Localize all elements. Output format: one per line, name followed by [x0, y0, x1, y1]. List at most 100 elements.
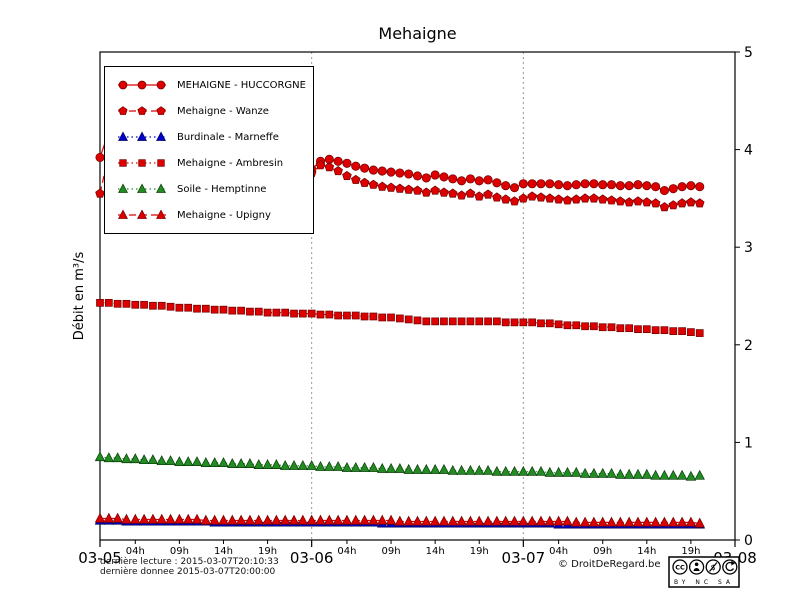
marker — [147, 454, 159, 465]
marker — [686, 181, 696, 191]
marker — [281, 308, 290, 317]
marker — [668, 516, 679, 527]
marker — [272, 308, 281, 317]
marker — [332, 460, 344, 471]
marker — [201, 304, 210, 313]
footer-last-reading: dernière lecture : 2015-03-07T20:10:33 — [100, 557, 279, 567]
marker — [694, 469, 705, 480]
marker — [482, 464, 494, 475]
marker — [474, 515, 485, 526]
marker — [246, 307, 254, 316]
marker — [518, 515, 529, 526]
marker — [571, 516, 582, 527]
marker — [156, 513, 167, 524]
marker — [138, 513, 150, 524]
marker — [562, 181, 572, 191]
marker — [421, 463, 432, 474]
marker — [157, 301, 166, 310]
marker — [350, 174, 361, 184]
attribution-icon — [688, 559, 705, 575]
share-alike-icon — [722, 559, 738, 575]
marker — [368, 514, 379, 525]
marker — [359, 514, 370, 525]
marker — [500, 515, 511, 526]
marker — [306, 460, 317, 470]
marker — [589, 179, 599, 189]
marker — [544, 515, 555, 526]
marker — [350, 461, 361, 472]
marker — [421, 187, 432, 197]
marker — [438, 515, 450, 526]
marker — [263, 308, 272, 317]
marker — [288, 514, 300, 525]
marker — [509, 183, 520, 193]
marker — [606, 180, 617, 190]
marker — [590, 322, 598, 331]
marker — [650, 516, 661, 527]
marker — [324, 162, 335, 172]
marker — [341, 461, 353, 472]
marker — [137, 80, 147, 90]
marker — [118, 183, 128, 193]
marker — [385, 462, 397, 473]
marker — [280, 460, 291, 470]
marker — [360, 163, 370, 173]
marker — [563, 321, 572, 330]
x-minor-label: 09h — [382, 546, 401, 557]
x-major-label: 03-05 — [78, 549, 122, 567]
marker — [122, 299, 131, 308]
marker — [545, 319, 554, 328]
marker — [465, 174, 475, 184]
marker — [597, 467, 608, 478]
legend-label-soile-hemptinne: Soile - Hemptinne — [177, 183, 267, 195]
marker — [395, 183, 405, 193]
marker — [581, 322, 589, 331]
marker — [137, 131, 147, 141]
legend-sample-mehaigne-huccorgne — [118, 80, 166, 90]
non-commercial-slash — [709, 562, 718, 572]
marker — [642, 197, 652, 207]
marker — [571, 180, 581, 190]
marker — [156, 209, 166, 219]
marker — [175, 303, 184, 312]
marker — [589, 193, 599, 203]
marker — [342, 158, 352, 168]
marker — [456, 190, 467, 200]
marker — [332, 514, 344, 525]
marker — [307, 309, 316, 318]
marker — [544, 466, 555, 477]
marker — [607, 323, 616, 332]
x-minor-label: 09h — [170, 546, 189, 557]
marker — [439, 172, 449, 182]
marker — [447, 464, 458, 475]
marker — [121, 453, 132, 464]
marker — [456, 515, 467, 526]
marker — [694, 198, 705, 208]
marker — [466, 317, 475, 326]
x-minor-label: 19h — [681, 546, 700, 557]
marker — [615, 196, 626, 206]
marker — [149, 301, 157, 310]
marker — [377, 181, 388, 191]
marker — [518, 193, 529, 203]
marker — [297, 514, 309, 525]
marker — [235, 514, 247, 525]
marker — [253, 459, 264, 469]
marker — [677, 182, 687, 192]
marker — [528, 318, 537, 327]
marker — [482, 515, 494, 526]
marker — [130, 453, 141, 464]
marker — [554, 180, 564, 190]
legend: MEHAIGNE - HUCCORGNE Mehaigne - Wanze Burd… — [104, 66, 314, 234]
marker — [341, 514, 353, 525]
marker — [165, 513, 176, 524]
marker — [271, 514, 282, 525]
marker — [474, 191, 485, 201]
marker — [616, 324, 625, 333]
legend-item-mehaigne-ambresin: Mehaigne - Ambresin — [107, 150, 311, 176]
marker — [351, 161, 361, 171]
marker — [210, 305, 219, 314]
y-tick-label: 0 — [744, 533, 753, 549]
marker — [387, 313, 395, 322]
marker — [535, 515, 547, 526]
